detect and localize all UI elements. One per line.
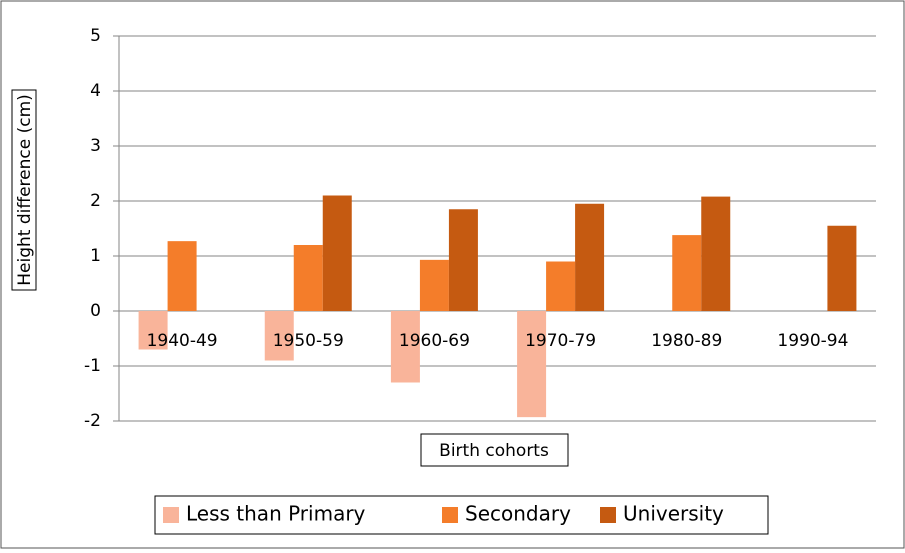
y-axis-title: Height difference (cm) xyxy=(15,94,35,286)
legend-label: University xyxy=(623,502,724,526)
bar xyxy=(322,195,352,311)
y-tick-label: -1 xyxy=(84,356,101,376)
labels: -2 -1 0 1 2 3 4 5 1940-49 1950-59 1960-69 1970-79 19… xyxy=(84,26,848,431)
x-axis-title: Birth cohorts xyxy=(439,441,549,461)
bar xyxy=(390,311,420,383)
legend-label: Secondary xyxy=(465,502,571,526)
legend-swatch xyxy=(600,507,616,523)
x-tick-label: 1950-59 xyxy=(273,331,344,351)
bar xyxy=(827,225,857,311)
y-tick-label: 0 xyxy=(90,301,101,321)
x-tick-label: 1990-94 xyxy=(777,331,848,351)
x-title-box xyxy=(420,433,569,467)
x-tick-label: 1970-79 xyxy=(525,331,596,351)
legend-label: Less than Primary xyxy=(186,502,366,526)
y-tick-label: 2 xyxy=(90,191,101,211)
bar xyxy=(293,245,323,311)
legend-swatch xyxy=(163,507,179,523)
bar xyxy=(419,259,449,311)
y-tick-label: 3 xyxy=(90,136,101,156)
x-tick-label: 1940-49 xyxy=(147,331,218,351)
bar xyxy=(575,203,605,311)
y-tick-label: 5 xyxy=(90,26,101,46)
bars xyxy=(138,195,857,418)
x-tick-label: 1980-89 xyxy=(651,331,722,351)
bar xyxy=(546,261,576,311)
legend-box xyxy=(154,495,769,535)
bar xyxy=(264,311,294,361)
y-title-box xyxy=(11,89,37,291)
legend-swatch xyxy=(442,507,458,523)
bar xyxy=(701,196,731,311)
x-tick-label: 1960-69 xyxy=(399,331,470,351)
legend: Less than Primary Secondary University xyxy=(163,502,724,526)
bar xyxy=(167,241,197,311)
bar xyxy=(138,311,168,350)
bar xyxy=(672,235,702,311)
bar xyxy=(517,311,547,418)
y-tick-label: 1 xyxy=(90,246,101,266)
grid xyxy=(113,35,876,422)
y-tick-label: 4 xyxy=(90,81,101,101)
y-tick-label: -2 xyxy=(84,411,101,431)
bar xyxy=(448,209,478,311)
